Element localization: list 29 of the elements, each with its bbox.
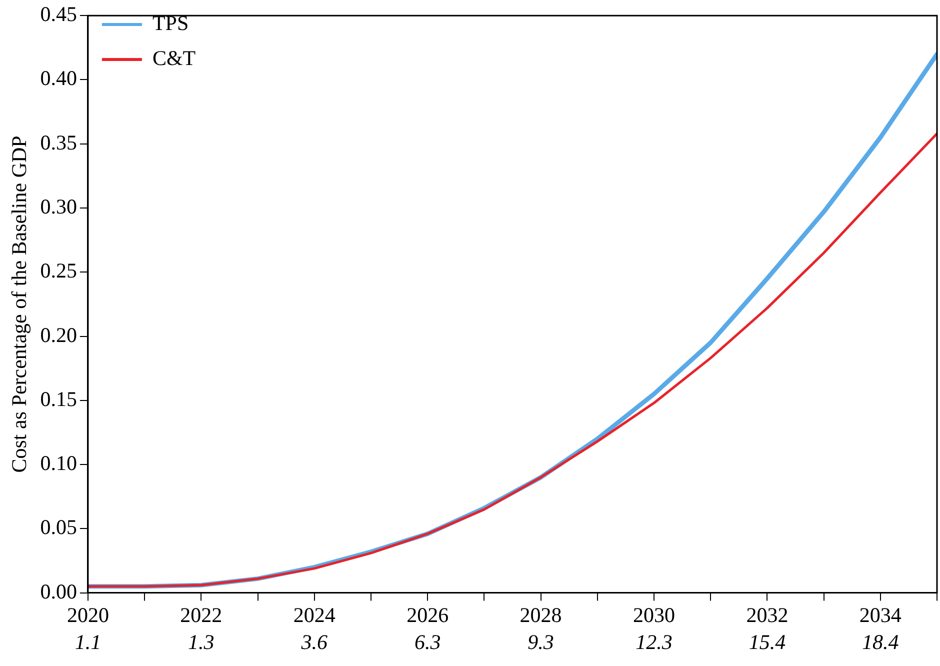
x-tick-label: 2020: [66, 602, 109, 627]
legend-label: C&T: [152, 46, 196, 70]
text: 6.3: [414, 630, 441, 654]
y-tick-label: 0.05: [40, 515, 77, 540]
x-tick-label: 2022: [180, 602, 222, 627]
x-tick-label: 2028: [520, 602, 562, 627]
y-tick-label: 0.30: [40, 194, 77, 219]
y-tick-label: 0.35: [40, 130, 77, 154]
x-tick-label: 2026: [406, 602, 449, 627]
y-tick-label: 0.00: [40, 579, 77, 604]
text: 1.1: [74, 630, 102, 654]
text: 15.4: [748, 630, 786, 654]
y-tick-label: 0.20: [40, 322, 77, 347]
y-tick-label: 0.45: [40, 2, 77, 26]
text: 3.6: [300, 630, 328, 654]
y-tick-label: 0.15: [40, 386, 77, 411]
y-axis-title: Cost as Percentage of the Baseline GDP: [7, 136, 32, 473]
y-tick-label: 0.25: [40, 258, 77, 283]
x-tick-label: 2034: [859, 602, 902, 627]
text: 9.3: [528, 630, 554, 654]
text: 18.4: [862, 630, 900, 654]
y-tick-label: 0.10: [40, 451, 77, 476]
y-tick-label: 0.40: [40, 66, 77, 90]
text: 1.3: [188, 630, 214, 654]
x-tick-label: 2032: [746, 602, 788, 627]
legend-label: TPS: [152, 11, 189, 36]
text: 12.3: [636, 630, 672, 654]
x-tick-label: 2024: [293, 602, 336, 627]
x-tick-label: 2030: [632, 602, 675, 627]
